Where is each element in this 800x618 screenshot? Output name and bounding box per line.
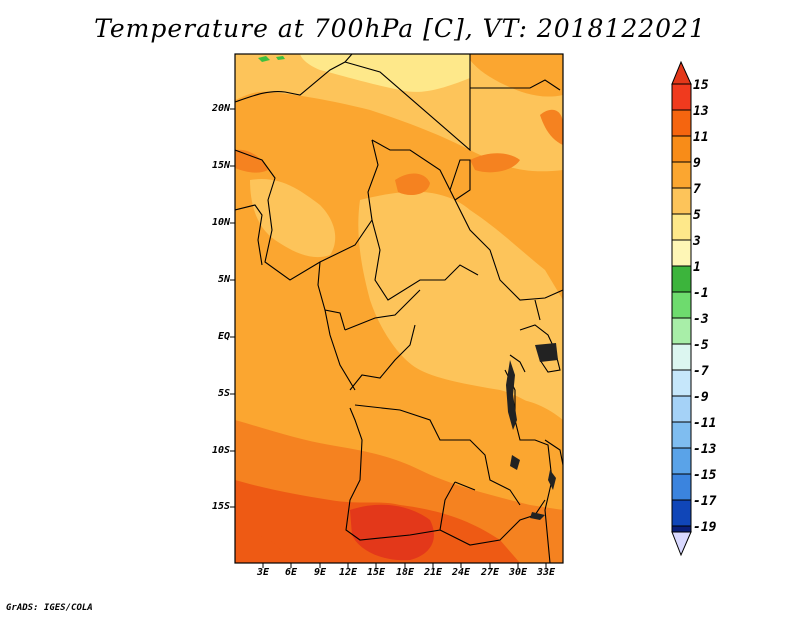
lat-label-5n: 5N	[217, 274, 230, 285]
lon-label-27e: 27E	[480, 567, 500, 578]
lat-label-10s: 10S	[211, 445, 230, 456]
lon-label-24e: 24E	[451, 567, 471, 578]
lon-label-12e: 12E	[338, 567, 358, 578]
colorbar-label-15: 15	[693, 78, 709, 93]
colorbar-label-m13: -13	[693, 442, 717, 457]
colorbar-seg-7	[671, 239, 692, 267]
lat-label-20n: 20N	[211, 103, 230, 114]
fill-dark-2	[470, 153, 520, 173]
lat-label-eq: EQ	[217, 331, 230, 342]
temperature-field	[235, 54, 563, 563]
lon-label-9e: 9E	[313, 567, 327, 578]
lon-label-30e: 30E	[508, 567, 528, 578]
colorbar-label-7: 7	[693, 182, 701, 197]
colorbar-label-m5: -5	[693, 338, 709, 353]
lon-label-21e: 21E	[423, 567, 443, 578]
lon-label-3e: 3E	[256, 567, 270, 578]
credit-text: GrADS: IGES/COLA	[6, 603, 93, 613]
colorbar-seg-3	[671, 135, 692, 163]
map-frame	[234, 53, 564, 564]
fill-south-red-2	[235, 533, 285, 563]
fill-central-pale	[358, 191, 563, 420]
colorbar-seg-2	[671, 109, 692, 137]
fill-dark-1	[395, 173, 430, 195]
colorbar-seg-9	[671, 291, 692, 319]
colorbar-seg-1	[671, 83, 692, 111]
lon-label-6e: 6E	[284, 567, 298, 578]
lakes	[506, 343, 558, 520]
colorbar-seg-4	[671, 161, 692, 189]
colorbar-label-m1: -1	[693, 286, 709, 301]
colorbar-seg-6	[671, 213, 692, 241]
colorbar-label-m19: -19	[693, 520, 717, 535]
colorbar-label-11: 11	[693, 130, 709, 145]
colorbar-label-m3: -3	[693, 312, 709, 327]
chart-title: Temperature at 700hPa [C], VT: 201812202…	[94, 14, 706, 43]
colorbar-label-m9: -9	[693, 390, 709, 405]
colorbar	[671, 60, 692, 557]
lat-label-10n: 10N	[211, 217, 230, 228]
colorbar-label-1: 1	[693, 260, 701, 275]
fill-green-spot	[258, 56, 270, 62]
fill-dark-4	[235, 149, 268, 173]
colorbar-bottom-arrow	[671, 531, 692, 557]
fill-ne-orange	[470, 54, 563, 97]
colorbar-seg-17	[671, 499, 692, 527]
colorbar-seg-11	[671, 343, 692, 371]
colorbar-label-m11: -11	[693, 416, 717, 431]
fill-south-red	[350, 504, 434, 561]
lat-label-15s: 15S	[211, 501, 230, 512]
lon-label-33e: 33E	[536, 567, 556, 578]
lon-label-18e: 18E	[395, 567, 415, 578]
colorbar-seg-12	[671, 369, 692, 397]
lat-label-5s: 5S	[217, 388, 230, 399]
colorbar-seg-5	[671, 187, 692, 215]
fill-dark-3	[540, 109, 563, 145]
colorbar-label-5: 5	[693, 208, 701, 223]
colorbar-seg-14	[671, 421, 692, 449]
lat-label-15n: 15N	[211, 160, 230, 171]
colorbar-label-3: 3	[693, 234, 701, 249]
colorbar-label-13: 13	[693, 104, 709, 119]
colorbar-seg-18	[671, 525, 692, 533]
fill-west-pale	[250, 179, 336, 258]
colorbar-label-m17: -17	[693, 494, 717, 509]
fill-north-pale	[235, 54, 563, 172]
colorbar-label-m15: -15	[693, 468, 717, 483]
colorbar-top-arrow	[671, 60, 692, 85]
colorbar-seg-8	[671, 265, 692, 293]
colorbar-label-9: 9	[693, 156, 701, 171]
colorbar-seg-13	[671, 395, 692, 423]
colorbar-label-m7: -7	[693, 364, 709, 379]
fill-green-spot-2	[276, 56, 285, 60]
lon-label-15e: 15E	[366, 567, 386, 578]
lat-ticks	[230, 108, 235, 508]
colorbar-seg-15	[671, 447, 692, 475]
lon-ticks	[262, 563, 547, 568]
colorbar-seg-16	[671, 473, 692, 501]
country-borders	[235, 54, 563, 563]
colorbar-seg-10	[671, 317, 692, 345]
